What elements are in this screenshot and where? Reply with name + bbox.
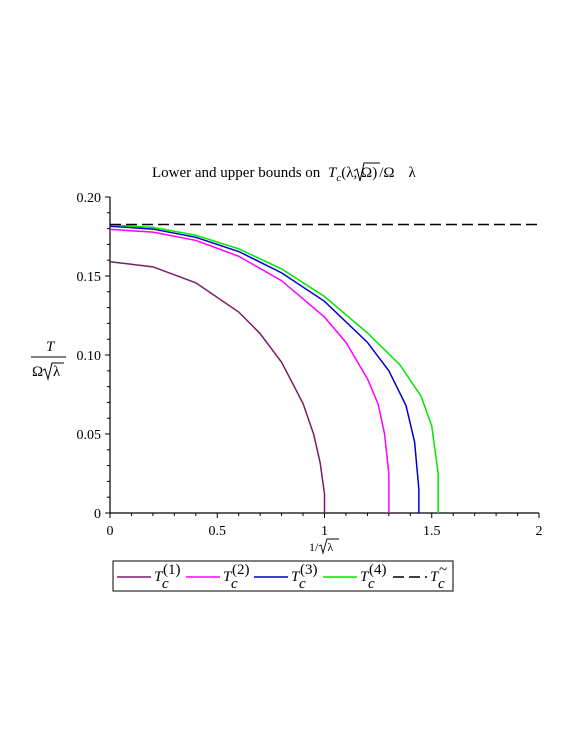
x-tick-label: 0 (107, 524, 114, 539)
svg-text:Lower and upper bounds on: Lower and upper bounds on Tc(λ, Ω)/Ω λ (152, 165, 417, 184)
x-tick-label: 1.5 (423, 524, 441, 539)
legend-label: T (291, 569, 301, 585)
title-T: T (328, 165, 338, 181)
y-tick-label: 0 (94, 507, 101, 522)
chart-title: Lower and upper bounds on Tc(λ, Ω)/Ω λ (152, 162, 417, 184)
title-sqrt-sign (353, 162, 380, 182)
legend-label: T (154, 569, 164, 585)
legend-sub: c (368, 576, 375, 592)
legend-sub: c (162, 576, 169, 592)
y-tick-label: 0.20 (77, 191, 102, 206)
series-line-3 (109, 225, 420, 513)
svg-text:1/λ: 1/ λ (309, 540, 333, 554)
ylabel-num: T (46, 339, 56, 355)
legend-label: T (223, 569, 233, 585)
legend-sup: (2) (232, 562, 250, 578)
y-tick-label: 0.15 (77, 270, 102, 285)
legend-sub: c (231, 576, 238, 592)
ylabel-den-lambda: λ (53, 364, 61, 380)
legend-sub: c (299, 576, 306, 592)
x-axis-label: 1/ λ (309, 538, 339, 555)
y-tick-label: 0.10 (77, 349, 102, 364)
legend-sup: (4) (369, 562, 387, 578)
axes: 0 0.5 1 1.5 2 0 0.05 0.10 0.15 0.20 (77, 191, 543, 539)
legend-sup: ~ (439, 562, 447, 578)
legend-sup: (3) (300, 562, 318, 578)
series-line-4 (109, 224, 439, 513)
legend-sup: (1) (163, 562, 181, 578)
title-slash: / (379, 165, 384, 181)
xlabel-slash: / (315, 540, 319, 554)
title-lambda: λ (409, 165, 417, 181)
legend-label: T (430, 569, 440, 585)
legend-sub: c (438, 576, 445, 592)
title-args: (λ, Ω) (341, 165, 377, 181)
title-prefix: Lower and upper bounds on (152, 165, 321, 181)
x-tick-label: 2 (536, 524, 543, 539)
xlabel-num: 1 (309, 540, 315, 554)
title-sub: c (336, 172, 341, 184)
series-layer (109, 223, 539, 513)
series-line-1 (109, 261, 326, 513)
y-axis-label: T Ω λ (31, 339, 66, 381)
y-tick-label: 0.05 (77, 428, 102, 443)
ylabel-den-omega: Ω (32, 364, 43, 380)
legend-label: T (360, 569, 370, 585)
x-tick-label: 0.5 (209, 524, 227, 539)
title-omega: Ω (383, 165, 394, 181)
series-line-2 (109, 228, 390, 513)
xlabel-lambda: λ (327, 540, 333, 554)
x-tick-label: 1 (321, 524, 328, 539)
